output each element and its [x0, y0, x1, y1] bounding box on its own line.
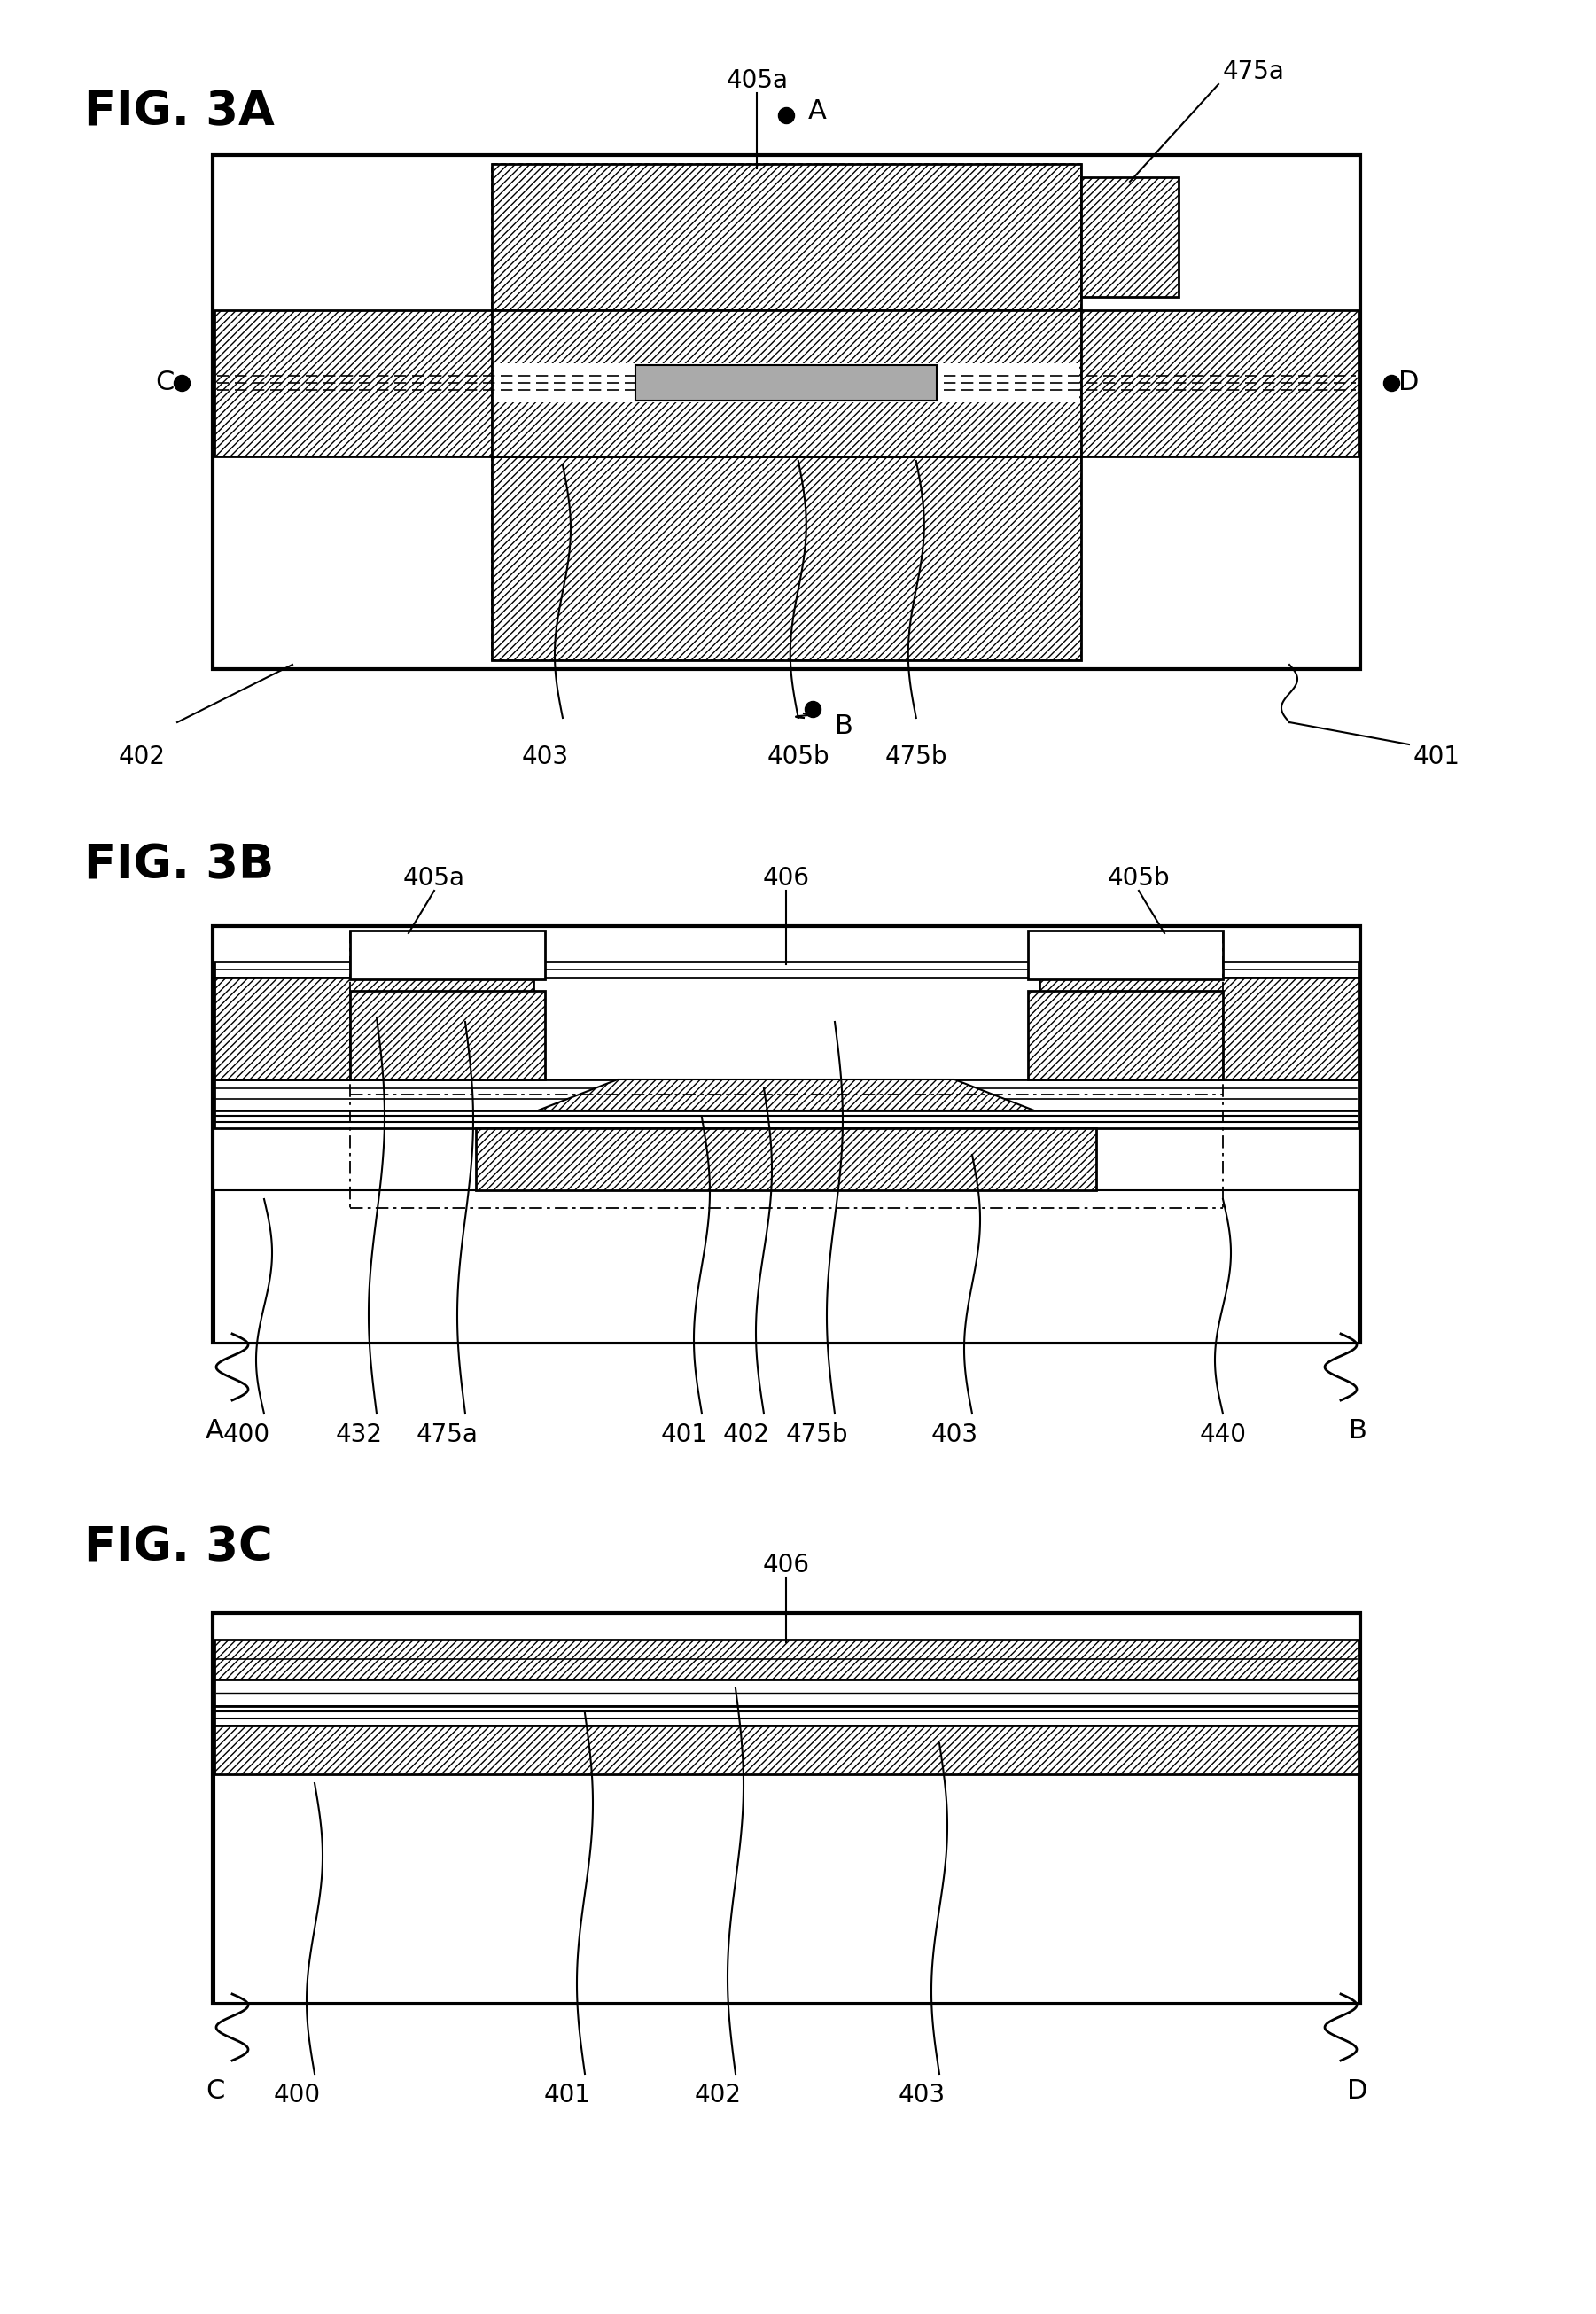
Text: 402: 402: [723, 1423, 769, 1446]
Bar: [492, 456, 1080, 659]
Text: 475b: 475b: [785, 1423, 849, 1446]
Text: FIG. 3C: FIG. 3C: [85, 1525, 273, 1571]
Text: 402: 402: [694, 2083, 741, 2108]
Text: 403: 403: [522, 745, 568, 768]
Bar: [214, 1775, 1358, 2004]
Bar: [1080, 178, 1178, 296]
Text: 401: 401: [544, 2083, 591, 2108]
Text: 406: 406: [763, 865, 809, 891]
Bar: [1039, 977, 1358, 1078]
Bar: [493, 363, 1079, 403]
Bar: [212, 926, 1360, 1342]
Bar: [214, 977, 533, 1078]
Bar: [214, 310, 1358, 456]
Bar: [1028, 930, 1223, 979]
Text: 406: 406: [763, 1553, 809, 1578]
Text: 475a: 475a: [417, 1423, 479, 1446]
Text: D: D: [1347, 2078, 1368, 2103]
Text: B: B: [1349, 1418, 1368, 1444]
Text: C: C: [156, 370, 174, 396]
Bar: [214, 1078, 1358, 1111]
Text: 405b: 405b: [1108, 865, 1170, 891]
Bar: [212, 155, 1360, 669]
Bar: [214, 1705, 1358, 1726]
Text: 400: 400: [273, 2083, 321, 2108]
Bar: [214, 1680, 1358, 1705]
Text: 405a: 405a: [726, 67, 788, 93]
Text: 400: 400: [223, 1423, 270, 1446]
Text: FIG. 3B: FIG. 3B: [85, 842, 275, 889]
Text: 405b: 405b: [768, 745, 830, 768]
Bar: [214, 1189, 1358, 1342]
Text: 401: 401: [1414, 745, 1460, 768]
Bar: [214, 1111, 1358, 1129]
Text: 432: 432: [335, 1423, 383, 1446]
Bar: [214, 1641, 1358, 1680]
Text: B: B: [835, 713, 854, 738]
Bar: [476, 1129, 1096, 1189]
Text: 402: 402: [118, 745, 166, 768]
Text: D: D: [1398, 370, 1419, 396]
Text: 440: 440: [1200, 1423, 1246, 1446]
Text: FIG. 3A: FIG. 3A: [85, 88, 275, 134]
Polygon shape: [538, 1078, 1034, 1111]
Bar: [492, 164, 1080, 310]
Bar: [1028, 990, 1223, 1078]
Text: 403: 403: [899, 2083, 945, 2108]
Text: 475b: 475b: [884, 745, 948, 768]
Bar: [350, 990, 544, 1078]
Text: A: A: [206, 1418, 223, 1444]
Bar: [350, 930, 544, 979]
Bar: [212, 1613, 1360, 2004]
Text: 401: 401: [661, 1423, 707, 1446]
Bar: [492, 310, 1080, 456]
Bar: [635, 366, 937, 400]
Text: C: C: [206, 2078, 225, 2103]
Text: 403: 403: [930, 1423, 978, 1446]
Text: 405a: 405a: [404, 865, 466, 891]
Text: A: A: [808, 97, 827, 123]
Text: 475a: 475a: [1223, 60, 1285, 83]
Bar: [214, 1726, 1358, 1775]
Bar: [214, 963, 1358, 977]
